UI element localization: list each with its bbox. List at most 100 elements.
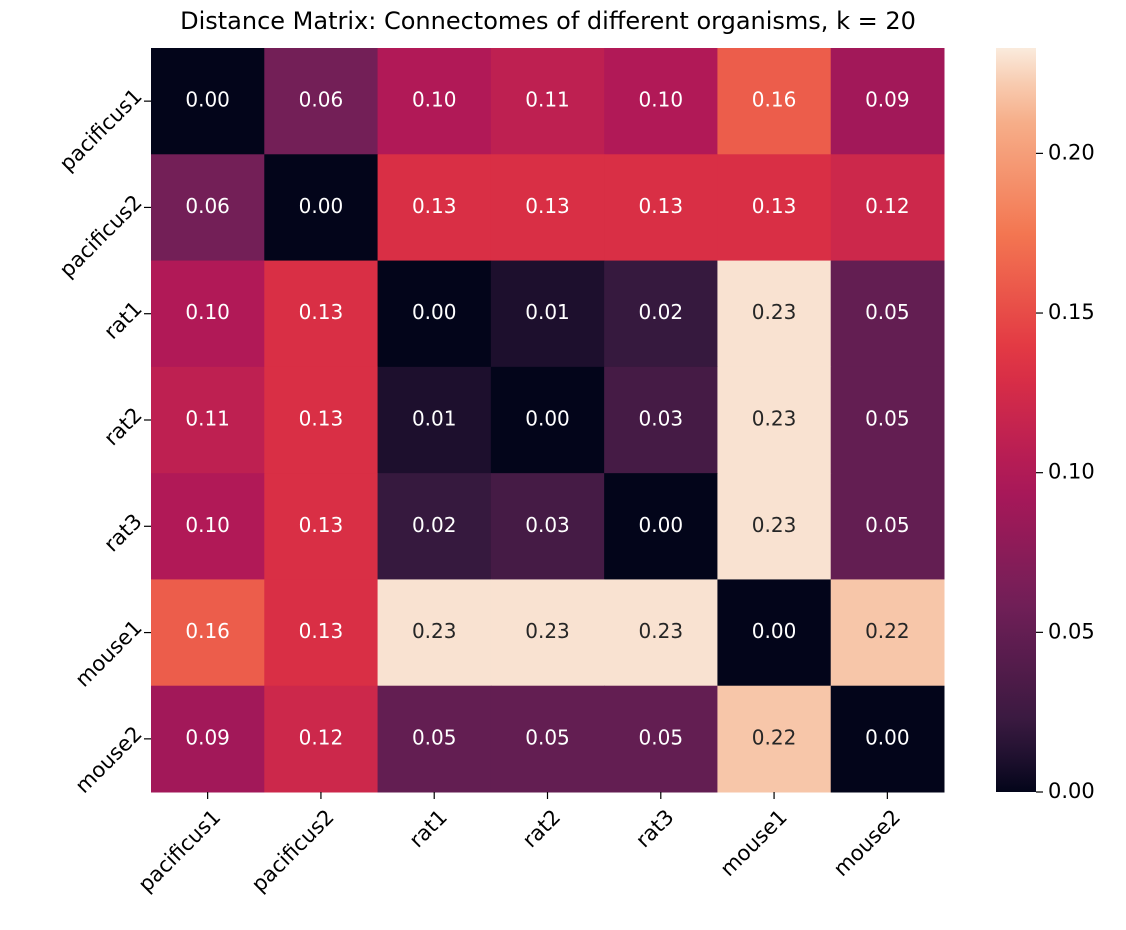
heatmap-cell bbox=[604, 685, 718, 793]
heatmap-cell bbox=[604, 473, 718, 580]
heatmap-cell bbox=[830, 579, 945, 687]
y-tick-label: rat1 bbox=[99, 297, 146, 344]
cell-label: 0.13 bbox=[299, 407, 344, 431]
heatmap-cell bbox=[264, 366, 379, 474]
colorbar-tick-label: 0.05 bbox=[1048, 619, 1095, 643]
colorbar-tick-label: 0.00 bbox=[1048, 779, 1095, 803]
cell-label: 0.13 bbox=[752, 194, 797, 218]
heatmap-cell bbox=[151, 685, 265, 793]
cell-label: 0.23 bbox=[412, 619, 457, 643]
heatmap-cell bbox=[377, 579, 492, 687]
cell-label: 0.00 bbox=[525, 407, 570, 431]
heatmap-cell bbox=[264, 473, 379, 580]
cell-label: 0.11 bbox=[185, 407, 230, 431]
cell-label: 0.13 bbox=[299, 300, 344, 324]
cell-label: 0.13 bbox=[299, 513, 344, 537]
cell-label: 0.03 bbox=[525, 513, 570, 537]
cell-label: 0.12 bbox=[865, 194, 910, 218]
heatmap-cell bbox=[151, 48, 265, 155]
heatmap-cell bbox=[151, 579, 265, 687]
cell-label: 0.23 bbox=[639, 619, 684, 643]
heatmap-cell bbox=[490, 473, 605, 580]
heatmap-cell bbox=[151, 154, 265, 262]
cell-label: 0.12 bbox=[299, 725, 344, 749]
heatmap-cell bbox=[490, 579, 605, 687]
cell-label: 0.05 bbox=[412, 725, 457, 749]
heatmap-cell bbox=[830, 473, 945, 580]
cell-label: 0.13 bbox=[412, 194, 457, 218]
heatmap-cell bbox=[717, 685, 832, 793]
heatmap-cell bbox=[377, 260, 492, 368]
cell-label: 0.10 bbox=[185, 300, 230, 324]
cell-label: 0.06 bbox=[185, 194, 230, 218]
cell-label: 0.05 bbox=[525, 725, 570, 749]
cell-label: 0.05 bbox=[865, 300, 910, 324]
y-tick-label: pacificus2 bbox=[55, 190, 147, 282]
x-tick-label: pacificus1 bbox=[134, 805, 226, 897]
cell-label: 0.01 bbox=[412, 407, 457, 431]
x-tick-label: rat1 bbox=[405, 805, 452, 852]
y-tick-label: rat2 bbox=[99, 403, 146, 450]
cell-label: 0.13 bbox=[639, 194, 684, 218]
heatmap-cell bbox=[151, 473, 265, 580]
colorbar-tick-label: 0.20 bbox=[1048, 140, 1095, 164]
heatmap-cell bbox=[830, 260, 945, 368]
heatmap-cell bbox=[151, 260, 265, 368]
heatmap-cell bbox=[717, 154, 832, 262]
cell-label: 0.23 bbox=[752, 300, 797, 324]
cell-label: 0.23 bbox=[525, 619, 570, 643]
y-tick-label: mouse1 bbox=[71, 615, 147, 691]
heatmap-cell bbox=[490, 48, 605, 155]
cell-label: 0.00 bbox=[185, 88, 230, 112]
cell-label: 0.11 bbox=[525, 88, 570, 112]
heatmap-cell bbox=[830, 48, 945, 155]
colorbar-tick-label: 0.10 bbox=[1048, 460, 1095, 484]
x-tick-label: mouse2 bbox=[829, 805, 905, 881]
cell-label: 0.00 bbox=[412, 300, 457, 324]
heatmap-cell bbox=[490, 366, 605, 474]
heatmap-cell bbox=[604, 366, 718, 474]
heatmap-cell bbox=[490, 154, 605, 262]
cell-label: 0.16 bbox=[752, 88, 797, 112]
x-tick-label: rat3 bbox=[631, 805, 678, 852]
heatmap-cell bbox=[377, 48, 492, 155]
heatmap-cell bbox=[264, 48, 379, 155]
chart-title: Distance Matrix: Connectomes of differen… bbox=[180, 7, 916, 35]
colorbar-tick-label: 0.15 bbox=[1048, 300, 1095, 324]
heatmap-cell bbox=[717, 473, 832, 580]
x-tick-label: rat2 bbox=[518, 805, 565, 852]
cell-label: 0.05 bbox=[639, 725, 684, 749]
cell-label: 0.10 bbox=[412, 88, 457, 112]
y-tick-label: rat3 bbox=[99, 509, 146, 556]
heatmap-cell bbox=[830, 685, 945, 793]
cell-label: 0.00 bbox=[299, 194, 344, 218]
heatmap-cell bbox=[830, 366, 945, 474]
heatmap-cell bbox=[717, 260, 832, 368]
cell-label: 0.16 bbox=[185, 619, 230, 643]
cell-label: 0.00 bbox=[865, 725, 910, 749]
cell-label: 0.05 bbox=[865, 407, 910, 431]
cell-label: 0.05 bbox=[865, 513, 910, 537]
heatmap-cell bbox=[604, 48, 718, 155]
cell-label: 0.23 bbox=[752, 513, 797, 537]
heatmap-cell bbox=[717, 366, 832, 474]
x-tick-label: pacificus2 bbox=[247, 805, 339, 897]
cell-label: 0.23 bbox=[752, 407, 797, 431]
cell-label: 0.10 bbox=[639, 88, 684, 112]
cell-label: 0.00 bbox=[752, 619, 797, 643]
cell-label: 0.13 bbox=[299, 619, 344, 643]
cell-label: 0.09 bbox=[865, 88, 910, 112]
heatmap-cell bbox=[604, 579, 718, 687]
cell-label: 0.03 bbox=[639, 407, 684, 431]
cell-label: 0.02 bbox=[412, 513, 457, 537]
heatmap-cell bbox=[717, 579, 832, 687]
heatmap-cell bbox=[717, 48, 832, 155]
heatmap-cell bbox=[490, 685, 605, 793]
cell-label: 0.13 bbox=[525, 194, 570, 218]
heatmap-cell bbox=[264, 579, 379, 687]
cell-label: 0.09 bbox=[185, 725, 230, 749]
y-tick-label: mouse2 bbox=[71, 722, 147, 798]
heatmap-cell bbox=[377, 366, 492, 474]
cell-label: 0.22 bbox=[865, 619, 910, 643]
